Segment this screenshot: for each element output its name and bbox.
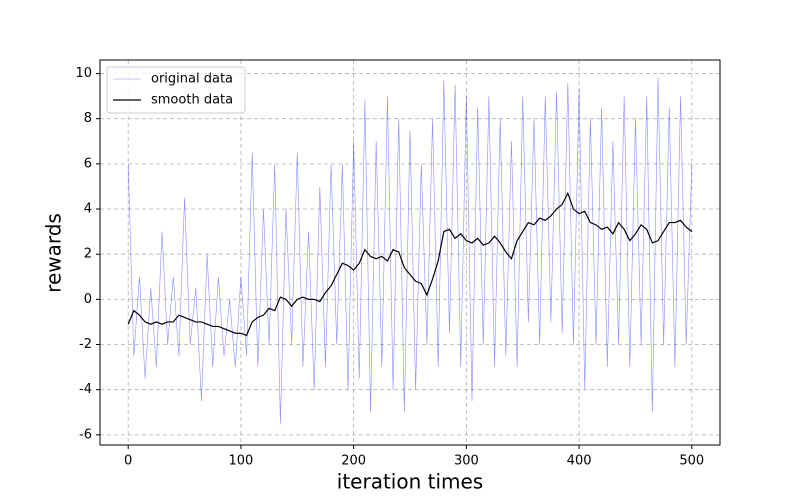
y-axis-label: rewards: [42, 213, 66, 293]
y-tick-label: 0: [84, 292, 92, 307]
x-tick-label: 100: [228, 454, 253, 469]
x-tick-label: 500: [679, 454, 704, 469]
y-tick-label: -4: [79, 382, 92, 397]
y-tick-label: 2: [84, 247, 92, 262]
y-tick-label: -2: [79, 337, 92, 352]
y-tick-label: 4: [84, 202, 92, 217]
x-tick-label: 300: [454, 454, 479, 469]
legend-label: original data: [151, 72, 233, 87]
x-tick-label: 0: [124, 454, 132, 469]
legend-label: smooth data: [151, 93, 233, 108]
x-tick-label: 200: [341, 454, 366, 469]
y-tick-label: 10: [75, 66, 92, 81]
data-line: [127, 191, 693, 337]
data-line: [127, 78, 693, 424]
y-tick-label: 6: [84, 156, 92, 171]
legend-box: [106, 66, 246, 114]
y-tick-label: -6: [79, 427, 92, 442]
x-tick-label: 400: [567, 454, 592, 469]
x-axis-label: iteration times: [337, 470, 483, 494]
plot-frame: [99, 59, 721, 446]
y-tick-label: 8: [84, 111, 92, 126]
